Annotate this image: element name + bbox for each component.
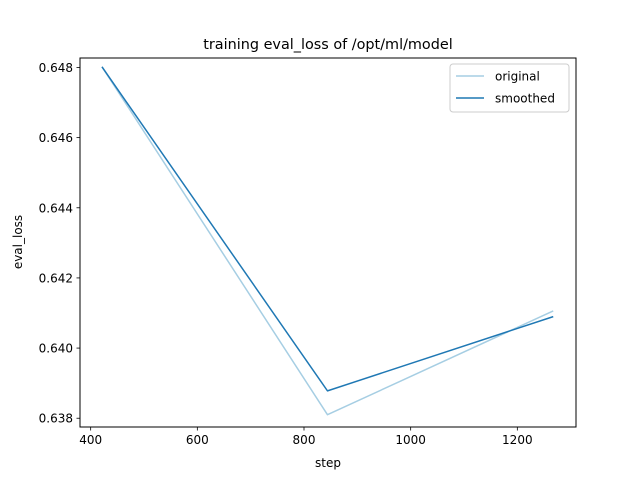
chart-title: training eval_loss of /opt/ml/model (203, 37, 452, 53)
y-tick-label: 0.646 (39, 131, 73, 145)
legend-label-smoothed: smoothed (495, 92, 555, 106)
y-axis-title: eval_loss (11, 215, 25, 269)
x-tick-label: 600 (186, 433, 209, 447)
series-layer (101, 66, 554, 416)
y-tick-label: 0.642 (39, 271, 73, 285)
plot-frame (79, 57, 577, 428)
y-tick-label: 0.648 (39, 61, 73, 75)
x-axis-title: step (315, 456, 341, 470)
x-tick-label: 800 (293, 433, 316, 447)
x-tick-label: 1000 (395, 433, 426, 447)
x-tick-label: 400 (79, 433, 102, 447)
y-tick-label: 0.644 (39, 201, 73, 215)
legend-label-original: original (495, 70, 540, 84)
y-tick-label: 0.638 (39, 412, 73, 426)
y-tick-label: 0.640 (39, 342, 73, 356)
y-axis: 0.638 0.640 0.642 0.644 0.646 0.648 (39, 61, 80, 426)
x-axis: 400 600 800 1000 1200 (79, 427, 533, 447)
series-line-original (101, 66, 554, 416)
legend: original smoothed (449, 63, 570, 113)
x-tick-label: 1200 (502, 433, 533, 447)
series-line-smoothed (101, 66, 554, 392)
